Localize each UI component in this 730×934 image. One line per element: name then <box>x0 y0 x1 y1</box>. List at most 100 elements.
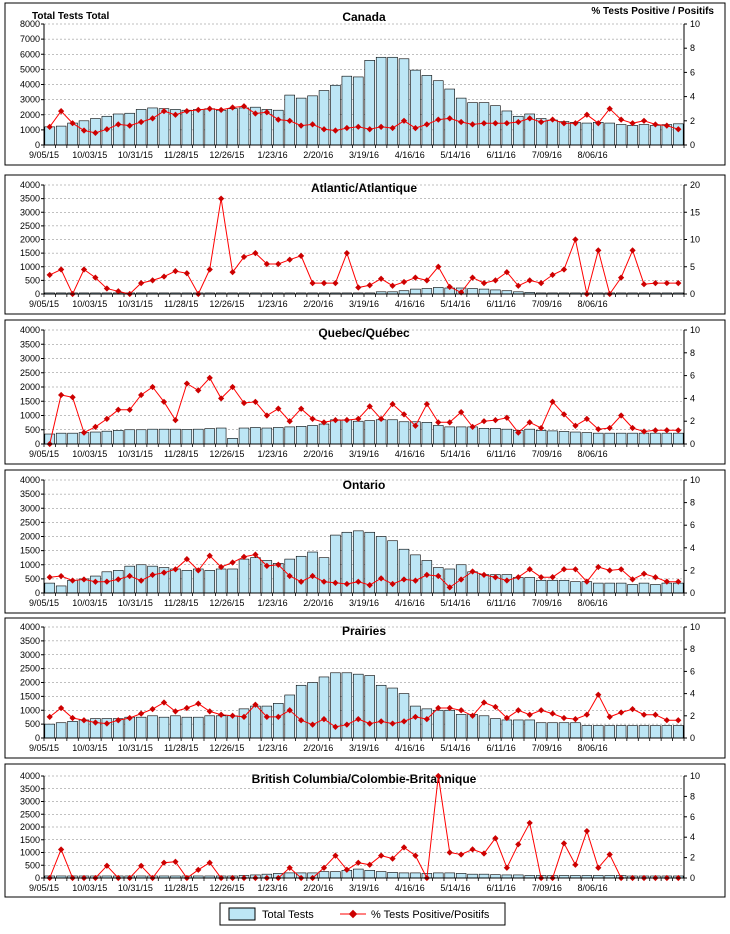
percent-positive-point <box>629 705 636 713</box>
left-tick-label: 7000 <box>20 34 40 44</box>
panel-frame <box>4 469 726 614</box>
total-tests-bar <box>387 687 398 739</box>
percent-positive-point <box>435 116 442 123</box>
x-tick-label: 11/28/15 <box>164 150 198 160</box>
total-tests-bar <box>501 428 513 445</box>
percent-positive-point <box>480 850 488 857</box>
total-tests-bar <box>250 557 261 594</box>
total-tests-bar <box>661 725 673 739</box>
percent-positive-point <box>469 712 476 719</box>
percent-positive-point <box>332 280 339 287</box>
total-tests-bar <box>353 868 364 879</box>
right-tick-label: 0 <box>690 588 695 598</box>
percent-positive-line <box>49 377 679 445</box>
left-tick-label: 6000 <box>20 49 40 59</box>
percent-positive-point <box>275 116 282 123</box>
chart-title: British Columbia/Colombie-Britannique <box>252 772 477 786</box>
percent-positive-point <box>389 580 396 588</box>
total-tests-bar <box>204 428 215 445</box>
percent-positive-point <box>503 864 510 871</box>
total-tests-bar <box>67 122 78 146</box>
percent-positive-point <box>663 427 670 434</box>
total-tests-bar <box>364 675 375 739</box>
x-tick-label: 9/05/15 <box>29 743 59 753</box>
x-tick-label: 1/23/16 <box>258 150 288 160</box>
total-tests-bar <box>661 432 673 445</box>
total-tests-bar <box>55 432 67 445</box>
x-tick-label: 10/31/15 <box>118 883 153 893</box>
left-tick-label: 1500 <box>20 546 40 556</box>
x-tick-label: 9/05/15 <box>29 883 59 893</box>
total-tests-bar <box>273 427 284 445</box>
right-tick-label: 2 <box>690 711 695 721</box>
chart-panels: Canada0100020003000400050006000700080000… <box>4 2 726 898</box>
x-tick-label: 4/16/16 <box>395 883 425 893</box>
percent-positive-point <box>286 418 293 425</box>
percent-positive-point <box>572 861 579 868</box>
x-tick-label: 2/20/16 <box>303 449 333 459</box>
x-tick-label: 7/09/16 <box>532 743 562 753</box>
left-tick-label: 1000 <box>20 560 40 570</box>
total-tests-bar <box>604 725 615 739</box>
total-tests-bar <box>581 432 593 445</box>
left-tick-label: 2000 <box>20 822 40 832</box>
percent-positive-point <box>572 566 579 573</box>
percent-positive-point <box>297 252 305 259</box>
total-tests-bar <box>375 536 387 594</box>
percent-positive-point <box>46 271 53 279</box>
x-tick-label: 10/03/15 <box>72 883 107 893</box>
total-tests-bar <box>524 577 535 594</box>
chart-panel-3: Ontario 0 500 1000 1500 2000 2500 3000 3500 4000 0… <box>4 469 726 614</box>
x-tick-label: 1/23/16 <box>258 743 288 753</box>
total-tests-bar <box>295 426 307 445</box>
percent-positive-point <box>58 266 65 273</box>
total-tests-bar <box>421 422 433 445</box>
percent-positive-point <box>640 117 648 124</box>
percent-positive-point <box>583 827 590 835</box>
x-tick-label: 10/31/15 <box>118 449 153 459</box>
percent-positive-point <box>229 559 236 566</box>
total-tests-bar <box>467 571 478 594</box>
total-tests-bar <box>433 872 444 879</box>
total-tests-bar <box>227 108 238 146</box>
right-tick-label: 8 <box>690 791 695 801</box>
total-tests-bar <box>501 110 513 146</box>
x-tick-label: 12/26/15 <box>209 743 244 753</box>
percent-positive-point <box>446 283 453 291</box>
percent-positive-point <box>218 195 225 202</box>
total-tests-bar <box>364 420 375 445</box>
total-tests-bar <box>490 718 501 739</box>
total-tests-bar <box>593 582 604 594</box>
percent-positive-point <box>640 570 648 577</box>
left-tick-label: 3500 <box>20 194 40 204</box>
total-tests-bar <box>490 428 501 445</box>
right-tick-label: 6 <box>690 812 695 822</box>
right-tick-label: 0 <box>690 873 695 883</box>
total-tests-bar <box>535 579 547 594</box>
right-tick-label: 4 <box>690 393 695 403</box>
total-tests-bar <box>353 76 364 146</box>
right-tick-label: 6 <box>690 666 695 676</box>
percent-positive-point <box>46 123 53 130</box>
left-tick-label: 0 <box>35 733 40 743</box>
x-tick-label: 2/20/16 <box>303 743 333 753</box>
panel-frame <box>4 763 726 898</box>
chart-title: Atlantic/Atlantique <box>311 181 417 195</box>
total-tests-bar <box>490 289 501 295</box>
total-tests-bar <box>558 579 570 594</box>
left-tick-label: 8000 <box>20 19 40 29</box>
percent-positive-point <box>515 574 522 581</box>
percent-positive-point <box>618 566 625 573</box>
x-tick-label: 5/14/16 <box>440 150 470 160</box>
percent-positive-point <box>195 106 202 114</box>
percent-positive-point <box>206 266 213 273</box>
percent-positive-point <box>309 415 316 423</box>
percent-positive-point <box>457 851 465 858</box>
total-tests-bar <box>650 125 661 146</box>
percent-positive-point <box>663 717 670 724</box>
percent-positive-point <box>172 416 179 424</box>
total-tests-bar <box>501 574 513 594</box>
percent-positive-point <box>618 412 625 419</box>
percent-positive-point <box>126 122 133 129</box>
percent-positive-point <box>492 574 499 581</box>
